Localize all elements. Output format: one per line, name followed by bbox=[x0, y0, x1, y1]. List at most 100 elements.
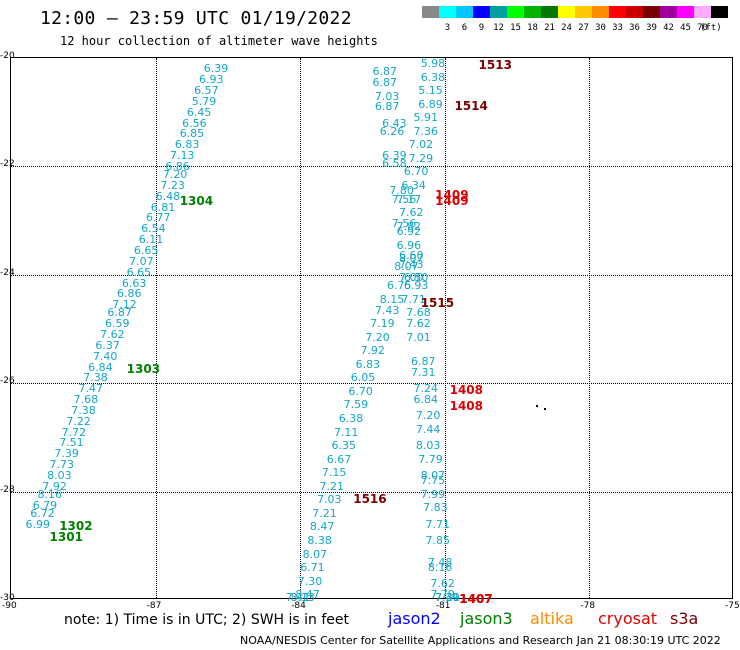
wave-height-value: 6.86 bbox=[165, 159, 190, 173]
wave-height-value: 7.38 bbox=[71, 403, 96, 417]
wave-height-value: 7.44 bbox=[415, 422, 441, 436]
gridline-horizontal bbox=[11, 274, 732, 276]
legend-color-swatch bbox=[575, 6, 592, 18]
satellite-legend-altika: altika bbox=[530, 609, 574, 628]
wave-height-value: 6.38 bbox=[420, 70, 446, 84]
wave-height-value: 6.50 bbox=[403, 271, 429, 285]
legend-color-swatch bbox=[694, 6, 711, 18]
legend-color-swatch bbox=[711, 6, 728, 18]
lat-tick-label: -24 bbox=[0, 267, 15, 278]
wave-height-value: 6.58 bbox=[382, 157, 407, 171]
wave-height-value: 7.92 bbox=[360, 344, 385, 358]
lat-tick-label: -20 bbox=[0, 51, 15, 61]
wave-height-value: 7.68 bbox=[73, 393, 99, 407]
wave-height-value: 6.56 bbox=[182, 116, 207, 130]
wave-height-value: 6.60 bbox=[399, 249, 424, 263]
lon-tick-label: -84 bbox=[291, 601, 306, 611]
pass-number-label: 1514 bbox=[454, 98, 488, 113]
wave-height-value: 6.84 bbox=[88, 360, 113, 374]
legend-color-swatch bbox=[490, 6, 507, 18]
pass-number-label: 1303 bbox=[126, 361, 161, 376]
legend-color-swatch bbox=[456, 6, 473, 18]
wave-height-value: 8.15 bbox=[379, 292, 405, 306]
wave-height-value: 7.21 bbox=[319, 479, 344, 493]
wave-height-value: 6.43 bbox=[382, 116, 407, 130]
wave-height-value: 7.20 bbox=[415, 409, 441, 423]
legend-tick-label: 70 bbox=[697, 23, 708, 33]
legend-tick-label: 39 bbox=[646, 23, 657, 33]
legend-color-swatch bbox=[439, 6, 456, 18]
wave-height-value: 6.83 bbox=[174, 138, 200, 152]
wave-height-value: 6.86 bbox=[117, 287, 142, 301]
wave-height-value: 6.11 bbox=[138, 233, 164, 247]
wave-height-value: 7.39 bbox=[54, 447, 79, 461]
wave-height-value: 7.72 bbox=[61, 425, 87, 439]
lon-tick-label: -81 bbox=[435, 601, 451, 611]
wave-height-value: 7.62 bbox=[430, 577, 455, 591]
map-plot: 6.39 6.93 6.57 5.79 6.45 6.56 6.85 6.83 7.13 6.86… bbox=[10, 57, 733, 606]
wave-height-value: 7.36 bbox=[413, 124, 438, 138]
wave-height-value: 6.75 bbox=[386, 279, 412, 293]
legend-tick-label: 42 bbox=[663, 23, 674, 33]
wave-height-value: 7.56 bbox=[391, 192, 417, 206]
wave-height-value: 7.75 bbox=[420, 474, 446, 488]
wave-height-value: 6.96 bbox=[396, 238, 422, 252]
gridline-horizontal bbox=[11, 491, 732, 493]
legend-color-swatch bbox=[609, 6, 626, 18]
wave-height-value: 5.79 bbox=[191, 94, 217, 108]
satellite-legend-jason3: jason3 bbox=[460, 609, 513, 628]
legend-tick-label: 30 bbox=[595, 23, 606, 33]
wave-height-value: 6.85 bbox=[179, 127, 205, 141]
legend-color-swatch bbox=[524, 6, 541, 18]
lon-tick-label: -90 bbox=[2, 601, 17, 611]
wave-height-value: 7.41 bbox=[435, 591, 460, 604]
wave-height-value: 6.81 bbox=[150, 200, 176, 214]
wave-height-value: 7.01 bbox=[406, 330, 431, 344]
wave-height-value: 6.63 bbox=[121, 276, 147, 290]
pass-number-label: 1409 bbox=[435, 193, 469, 208]
wave-height-value: 7.11 bbox=[333, 425, 359, 439]
gridline-vertical bbox=[589, 58, 591, 598]
legend-tick-label: 12 bbox=[493, 23, 504, 33]
wave-height-value: 7.02 bbox=[408, 138, 434, 152]
wave-height-value: 7.51 bbox=[59, 436, 84, 450]
legend-color-swatch bbox=[558, 6, 575, 18]
lon-tick-label: -87 bbox=[146, 601, 162, 611]
legend-color-swatch bbox=[660, 6, 677, 18]
page-title: 12:00 – 23:59 UTC 01/19/2022 bbox=[40, 8, 352, 29]
wave-height-value: 8.13 bbox=[290, 591, 316, 604]
wave-height-value: 8.07 bbox=[420, 468, 446, 482]
legend-tick-label: 3 bbox=[444, 23, 451, 33]
pass-number-label: 1513 bbox=[478, 58, 512, 72]
wave-height-value: 6.54 bbox=[141, 222, 166, 236]
wave-height-value: 5.15 bbox=[418, 84, 443, 98]
footer-note: note: 1) Time is in UTC; 2) SWH is in fe… bbox=[64, 612, 350, 628]
pass-number-label: 1516 bbox=[353, 491, 387, 506]
legend-tick-label: 36 bbox=[629, 23, 640, 33]
wave-height-value: 6.35 bbox=[331, 439, 357, 453]
wave-height-value: 6.79 bbox=[32, 498, 58, 512]
data-dot bbox=[543, 407, 546, 410]
wave-height-value: 8.16 bbox=[427, 561, 453, 575]
wave-height-value: 6.65 bbox=[126, 265, 152, 279]
pass-number-label: 1408 bbox=[449, 399, 484, 414]
wave-height-value: 7.20 bbox=[365, 330, 390, 344]
wave-height-value: 7.31 bbox=[411, 365, 436, 379]
legend-color-swatch bbox=[643, 6, 660, 18]
pass-number-label: 1304 bbox=[179, 193, 214, 208]
wave-height-value: 8.07 bbox=[399, 252, 424, 266]
legend-color-swatch bbox=[541, 6, 558, 18]
wave-height-value: 7.24 bbox=[413, 382, 438, 396]
pass-number-label: 1409 bbox=[435, 188, 469, 203]
wave-height-value: 8.47 bbox=[295, 588, 320, 602]
wave-height-value: 8.07 bbox=[394, 260, 419, 274]
gridline-horizontal bbox=[11, 383, 732, 385]
wave-height-value: 7.68 bbox=[406, 306, 431, 320]
lat-tick-label: -30 bbox=[0, 593, 15, 603]
wave-height-value: 7.92 bbox=[42, 479, 67, 493]
wave-height-value: 7.30 bbox=[297, 574, 323, 588]
satellite-legend-s3a: s3a bbox=[670, 609, 699, 628]
credit-line: NOAA/NESDIS Center for Satellite Applica… bbox=[240, 634, 721, 647]
wave-height-value: 6.45 bbox=[186, 105, 212, 119]
gridline-vertical bbox=[155, 58, 157, 598]
